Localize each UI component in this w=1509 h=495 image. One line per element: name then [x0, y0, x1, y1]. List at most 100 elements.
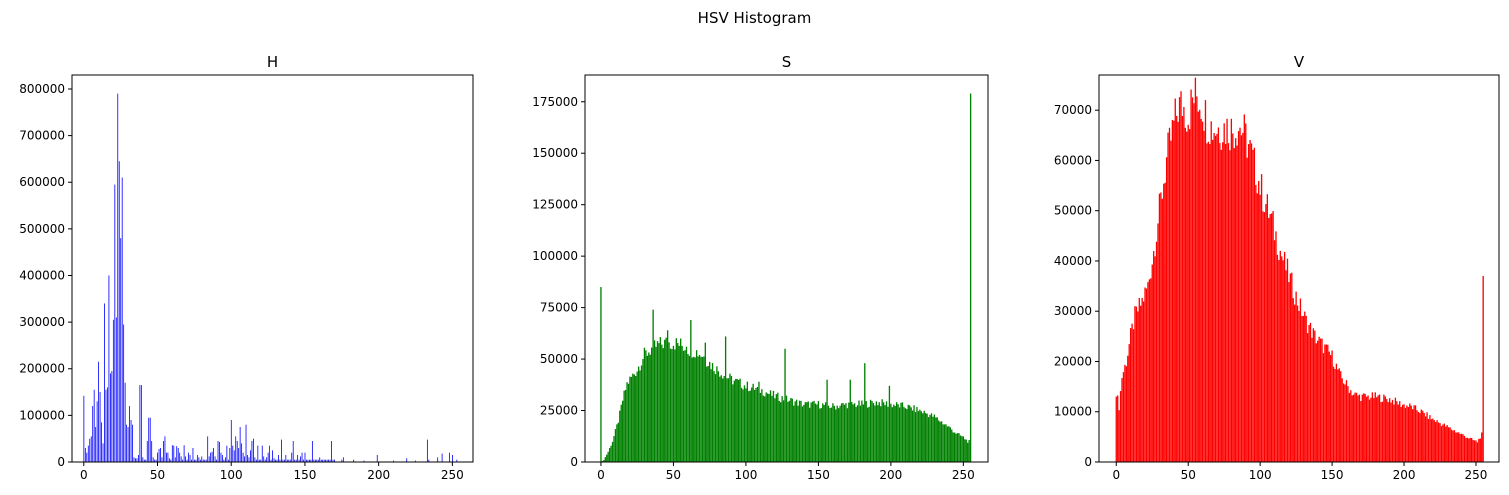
histogram-bar: [845, 403, 847, 462]
histogram-bar: [619, 410, 621, 462]
histogram-bar: [946, 426, 949, 462]
y-tick-label: 0: [57, 455, 65, 469]
histogram-bar: [1450, 429, 1453, 462]
histogram-bar: [1193, 103, 1195, 462]
histogram-bar: [1278, 260, 1280, 462]
histogram-bar: [608, 448, 611, 462]
histogram-bar: [1416, 410, 1418, 462]
histogram-bar: [959, 435, 962, 462]
histogram-bar: [894, 406, 896, 462]
histogram-bar: [202, 459, 204, 462]
histogram-bar: [217, 441, 219, 462]
histogram-bar: [211, 451, 213, 462]
histogram-bar: [1380, 402, 1382, 462]
x-tick-label: 0: [80, 468, 88, 482]
histogram-bar: [1181, 115, 1184, 463]
histogram-bar: [716, 366, 718, 462]
y-tick-label: 100000: [19, 408, 65, 422]
histogram-bar: [1259, 194, 1261, 462]
v-axes-frame: [1098, 74, 1500, 463]
histogram-bar: [874, 405, 876, 462]
histogram-bar: [1365, 396, 1368, 462]
histogram-bar: [1322, 353, 1325, 462]
histogram-bar: [1235, 138, 1237, 462]
histogram-bar: [1125, 366, 1127, 462]
histogram-bar: [1229, 150, 1231, 462]
histogram-bar: [301, 452, 303, 462]
histogram-bar: [331, 441, 332, 462]
histogram-bar: [1227, 143, 1230, 462]
histogram-bar: [1473, 440, 1476, 462]
x-tick-label: 0: [1112, 468, 1120, 482]
histogram-bar: [830, 407, 833, 462]
histogram-bar: [1262, 211, 1264, 462]
histogram-bar: [1253, 147, 1256, 462]
histogram-bar: [1471, 437, 1473, 462]
x-tick-label: 150: [293, 468, 316, 482]
histogram-bar: [1237, 131, 1240, 462]
histogram-bar: [717, 371, 720, 462]
y-tick-label: 50000: [1054, 204, 1092, 218]
histogram-bar: [838, 408, 840, 462]
histogram-bar: [665, 337, 667, 462]
histogram-bar: [1134, 306, 1136, 462]
histogram-bar: [1190, 89, 1192, 462]
histogram-bar: [230, 420, 232, 462]
histogram-bar: [733, 380, 735, 462]
histogram-bar: [154, 459, 156, 462]
histogram-bar: [1374, 392, 1376, 462]
histogram-bar: [604, 457, 606, 462]
histogram-bar: [188, 452, 189, 462]
histogram-bar: [1275, 231, 1277, 462]
histogram-bar: [1368, 399, 1371, 462]
histogram-bar: [107, 387, 108, 462]
histogram-bar: [201, 456, 203, 462]
histogram-bar: [743, 385, 746, 462]
histogram-bar: [1288, 282, 1290, 462]
histogram-bar: [309, 459, 310, 462]
histogram-bar: [964, 439, 966, 462]
histogram-bar: [930, 413, 933, 462]
histogram-bar: [880, 406, 882, 462]
histogram-bar: [682, 350, 685, 462]
histogram-bar: [118, 161, 120, 462]
histogram-bar: [129, 406, 130, 462]
histogram-bar: [1437, 422, 1440, 462]
histogram-bar: [1360, 401, 1362, 462]
histogram-bar: [888, 385, 891, 462]
histogram-bar: [255, 459, 257, 462]
histogram-bar: [764, 396, 766, 462]
histogram-bar: [807, 401, 809, 462]
histogram-bar: [777, 392, 779, 462]
y-tick-label: 700000: [19, 129, 65, 143]
histogram-bar: [194, 459, 195, 462]
v-y-ticks: 0 10000 20000 30000 40000 50000 60000 70000: [1054, 103, 1099, 469]
histogram-bar: [923, 410, 925, 462]
histogram-bar: [320, 459, 322, 462]
histogram-bar: [724, 336, 727, 462]
histogram-bar: [279, 459, 281, 462]
histogram-bar: [1150, 278, 1152, 462]
histogram-bar: [1350, 390, 1352, 462]
histogram-bar: [633, 374, 635, 462]
histogram-bar: [1419, 413, 1421, 462]
histogram-bar: [801, 406, 804, 462]
histogram-bar: [752, 383, 754, 462]
histogram-bar: [1121, 378, 1123, 462]
y-tick-label: 10000: [1054, 405, 1092, 419]
histogram-bar: [226, 445, 228, 462]
histogram-bar: [1219, 143, 1221, 462]
histogram-bar: [179, 452, 181, 462]
histogram-bar: [1452, 430, 1454, 462]
y-tick-label: 70000: [1054, 103, 1092, 117]
histogram-bar: [1396, 401, 1398, 462]
x-tick-label: 100: [734, 468, 757, 482]
histogram-bar: [1367, 395, 1369, 462]
histogram-bar: [706, 366, 708, 462]
histogram-bar: [325, 459, 327, 462]
histogram-bar: [913, 405, 915, 462]
histogram-bar: [1127, 355, 1129, 462]
histogram-bar: [668, 342, 670, 462]
x-tick-label: 200: [1393, 468, 1416, 482]
histogram-bar: [885, 401, 888, 462]
